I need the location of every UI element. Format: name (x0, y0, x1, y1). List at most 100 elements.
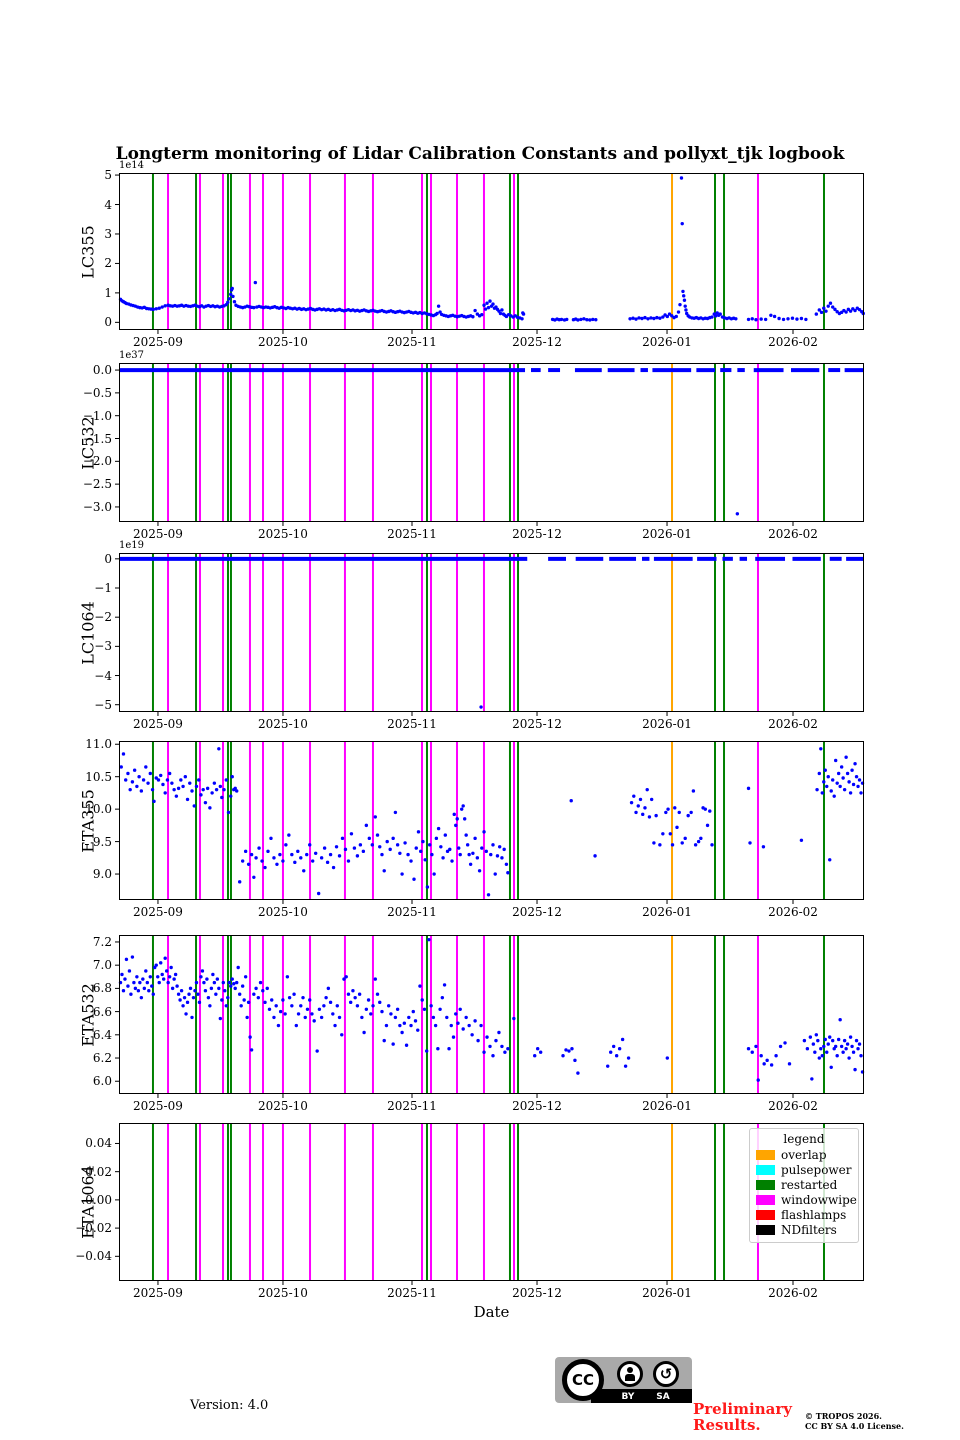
data-point (482, 830, 486, 834)
data-point (585, 317, 589, 322)
data-point (454, 823, 458, 828)
legend-label: windowwipe (781, 1192, 857, 1207)
data-point (203, 800, 208, 805)
data-point (734, 317, 738, 321)
data-point (658, 316, 662, 320)
data-point (645, 787, 649, 792)
data-point (256, 995, 261, 1000)
data-point (192, 804, 196, 808)
x-tick-label: 2025-09 (133, 527, 183, 541)
data-point (456, 1021, 460, 1025)
data-point (340, 836, 345, 841)
data-point (218, 784, 223, 789)
data-point (152, 799, 156, 804)
data-point (121, 989, 126, 993)
data-point (629, 800, 634, 805)
data-point (217, 747, 221, 751)
data-point (120, 972, 124, 977)
data-point (248, 1035, 252, 1039)
data-point (281, 859, 285, 863)
data-point (448, 847, 452, 852)
data-point (242, 998, 246, 1002)
data-point (322, 1004, 326, 1008)
data-point (319, 856, 324, 860)
data-point (565, 317, 569, 322)
data-point (520, 317, 524, 321)
data-point (252, 305, 256, 310)
y-tick-label: 6.2 (92, 1051, 112, 1066)
data-point (246, 862, 251, 867)
data-point (649, 797, 654, 802)
data-point (628, 317, 632, 321)
legend-swatch-NDfilters (756, 1224, 775, 1235)
data-point (398, 851, 402, 855)
y-tick-label: 0.04 (85, 1136, 112, 1151)
data-point (710, 315, 714, 319)
data-point (269, 836, 273, 841)
data-point (485, 301, 489, 305)
data-point (351, 989, 355, 993)
data-point (393, 1015, 398, 1020)
data-point (409, 859, 413, 863)
data-point (754, 317, 758, 322)
data-point (220, 795, 224, 800)
data-point (263, 865, 267, 870)
subplot-canvas-ETA532 (115, 935, 865, 1098)
data-point (833, 307, 837, 312)
y-tick-label: −3 (94, 639, 112, 654)
data-point (623, 1064, 628, 1068)
data-point (348, 1000, 353, 1005)
data-point (227, 980, 231, 985)
data-point (183, 774, 188, 779)
data-point (128, 787, 132, 792)
data-point (276, 1023, 281, 1028)
x-tick-label: 2025-10 (258, 335, 308, 349)
data-point (185, 797, 190, 802)
data-point (506, 871, 510, 875)
data-point (844, 310, 848, 314)
data-point (445, 1015, 449, 1020)
data-point (124, 778, 128, 782)
data-point (281, 998, 285, 1002)
data-point (184, 1012, 188, 1016)
data-point (232, 982, 236, 986)
data-point (361, 849, 366, 854)
x-tick-label: 2026-02 (768, 527, 818, 541)
data-point (353, 995, 357, 1000)
data-point (811, 1042, 816, 1046)
data-point (835, 781, 839, 785)
y-tick-label: 0.00 (85, 1192, 112, 1207)
data-point (665, 1056, 670, 1060)
x-tick-label: 2025-10 (258, 717, 308, 731)
data-point (257, 846, 261, 850)
data-point (224, 778, 228, 782)
data-point (274, 1004, 278, 1008)
data-point (567, 1049, 571, 1053)
y-tick-label: 9.5 (92, 834, 112, 849)
data-point (718, 312, 722, 316)
data-point (761, 845, 766, 849)
data-point (217, 986, 221, 991)
data-point (202, 980, 206, 985)
data-point (691, 789, 696, 793)
data-point (293, 860, 297, 865)
data-point (434, 836, 439, 841)
data-point (814, 1033, 819, 1037)
data-point (582, 317, 586, 321)
data-point (829, 789, 833, 793)
data-point (214, 787, 219, 792)
y-tick-label: 2 (104, 256, 112, 271)
data-point (391, 1042, 395, 1046)
data-point (682, 294, 686, 298)
data-point (777, 316, 781, 321)
data-point (486, 305, 491, 310)
data-point (123, 977, 127, 981)
data-point (832, 794, 836, 798)
data-point (423, 858, 427, 862)
data-point (412, 877, 416, 881)
data-point (454, 1012, 458, 1016)
data-point (826, 304, 830, 308)
data-point (786, 317, 790, 321)
x-tick-label: 2026-02 (768, 1286, 818, 1300)
y-tick-label: −1 (94, 581, 112, 595)
